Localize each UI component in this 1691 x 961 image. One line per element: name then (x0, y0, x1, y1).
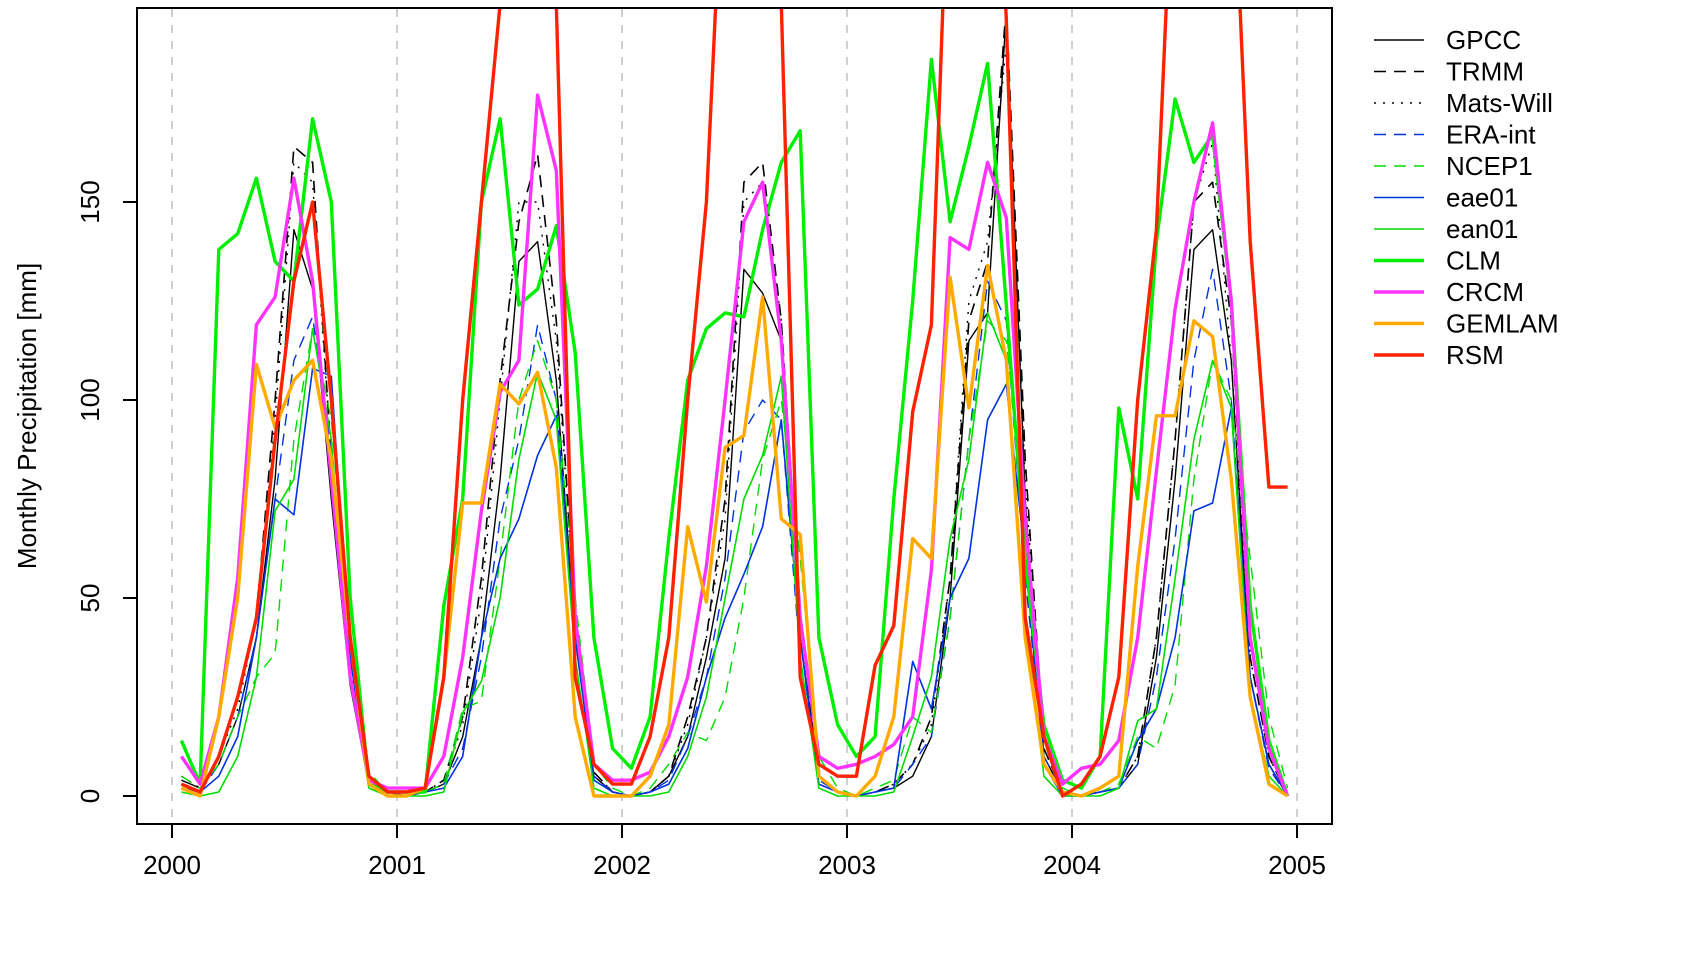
legend-item: CRCM (1374, 277, 1524, 307)
x-tick-label: 2004 (1043, 850, 1101, 880)
legend-label: eae01 (1446, 183, 1518, 213)
legend-item: GEMLAM (1374, 309, 1559, 339)
legend-label: TRMM (1446, 57, 1524, 87)
x-tick-label: 2005 (1268, 850, 1326, 880)
legend-label: ean01 (1446, 214, 1518, 244)
legend-label: GPCC (1446, 25, 1521, 55)
legend-item: Mats-Will (1374, 88, 1553, 118)
x-tick-label: 2003 (818, 850, 876, 880)
series-line-gpcc (181, 11, 1289, 797)
x-tick-label: 2002 (593, 850, 651, 880)
legend-label: CRCM (1446, 277, 1524, 307)
y-axis: 0 50 100 150 (75, 180, 138, 803)
legend-label: ERA-int (1446, 120, 1536, 150)
series-line-crcm (179, 93, 1290, 797)
legend-item: RSM (1374, 340, 1504, 370)
legend-label: Mats-Will (1446, 88, 1553, 118)
x-tick-label: 2000 (143, 850, 201, 880)
x-axis: 2000 2001 2002 2003 2004 2005 (143, 823, 1326, 880)
y-tick-label: 150 (75, 180, 105, 223)
legend-label: RSM (1446, 340, 1504, 370)
legend-item: CLM (1374, 246, 1501, 276)
legend: GPCCTRMMMats-WillERA-intNCEP1eae01ean01C… (1374, 25, 1559, 370)
legend-label: GEMLAM (1446, 309, 1559, 339)
legend-item: ERA-int (1374, 120, 1536, 150)
series-line-clm (179, 57, 1290, 797)
legend-item: ean01 (1374, 214, 1518, 244)
legend-item: eae01 (1374, 183, 1518, 213)
series-line-rsm (180, 8, 1288, 798)
legend-item: GPCC (1374, 25, 1521, 55)
legend-item: NCEP1 (1374, 151, 1533, 181)
y-tick-label: 100 (75, 378, 105, 421)
vertical-grid (171, 9, 1298, 823)
y-tick-label: 50 (75, 584, 105, 613)
y-tick-label: 0 (75, 789, 105, 803)
x-tick-label: 2001 (368, 850, 426, 880)
series-lines (179, 8, 1290, 798)
legend-item: TRMM (1374, 57, 1524, 87)
legend-label: NCEP1 (1446, 151, 1533, 181)
legend-label: CLM (1446, 246, 1501, 276)
series-line-trmm (181, 8, 1289, 797)
y-axis-title: Monthly Precipitation [mm] (12, 263, 42, 569)
